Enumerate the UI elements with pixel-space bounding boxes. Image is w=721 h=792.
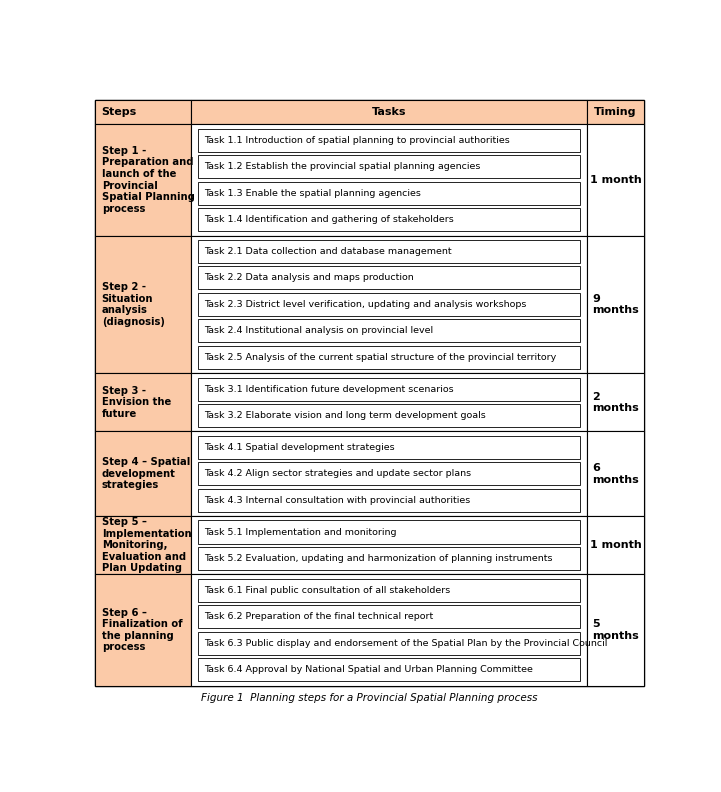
Bar [94, 373, 191, 432]
Bar [198, 579, 580, 602]
Bar [94, 100, 191, 124]
Bar [94, 574, 191, 686]
Bar [198, 155, 580, 178]
Text: Task 4.2 Align sector strategies and update sector plans: Task 4.2 Align sector strategies and upd… [204, 470, 472, 478]
Text: Timing: Timing [594, 107, 637, 117]
Text: Task 3.2 Elaborate vision and long term development goals: Task 3.2 Elaborate vision and long term … [204, 411, 486, 420]
Bar [94, 432, 191, 516]
Bar [191, 373, 587, 432]
Bar [191, 432, 587, 516]
Text: Task 6.2 Preparation of the final technical report: Task 6.2 Preparation of the final techni… [204, 612, 433, 621]
Text: 9
months: 9 months [592, 294, 639, 315]
Text: Task 6.4 Approval by National Spatial and Urban Planning Committee: Task 6.4 Approval by National Spatial an… [204, 665, 533, 674]
Text: Task 2.5 Analysis of the current spatial structure of the provincial territory: Task 2.5 Analysis of the current spatial… [204, 353, 557, 362]
Text: Step 3 -
Envision the
future: Step 3 - Envision the future [102, 386, 171, 419]
Bar [198, 208, 580, 231]
Bar [198, 181, 580, 204]
Text: Step 6 –
Finalization of
the planning
process: Step 6 – Finalization of the planning pr… [102, 607, 182, 653]
Text: Figure 1  Planning steps for a Provincial Spatial Planning process: Figure 1 Planning steps for a Provincial… [201, 693, 538, 703]
Bar [198, 319, 580, 342]
Text: Step 5 –
Implementation
Monitoring,
Evaluation and
Plan Updating: Step 5 – Implementation Monitoring, Eval… [102, 517, 191, 573]
Bar [587, 373, 645, 432]
Bar [198, 266, 580, 289]
Text: Task 1.2 Establish the provincial spatial planning agencies: Task 1.2 Establish the provincial spatia… [204, 162, 480, 171]
Text: Task 4.3 Internal consultation with provincial authorities: Task 4.3 Internal consultation with prov… [204, 496, 470, 505]
Bar [198, 489, 580, 512]
Text: Task 1.1 Introduction of spatial planning to provincial authorities: Task 1.1 Introduction of spatial plannin… [204, 135, 510, 145]
Text: Task 2.1 Data collection and database management: Task 2.1 Data collection and database ma… [204, 247, 452, 256]
Text: Task 2.2 Data analysis and maps production: Task 2.2 Data analysis and maps producti… [204, 273, 414, 283]
Bar [198, 632, 580, 655]
Bar [191, 516, 587, 574]
Text: Task 2.4 Institutional analysis on provincial level: Task 2.4 Institutional analysis on provi… [204, 326, 433, 335]
Text: Steps: Steps [102, 107, 137, 117]
Bar [587, 432, 645, 516]
Text: Step 1 -
Preparation and
launch of the
Provincial
Spatial Planning
process: Step 1 - Preparation and launch of the P… [102, 146, 195, 214]
Bar [198, 378, 580, 401]
Bar [198, 240, 580, 263]
Text: Task 1.4 Identification and gathering of stakeholders: Task 1.4 Identification and gathering of… [204, 215, 454, 224]
Bar [587, 516, 645, 574]
Text: Task 4.1 Spatial development strategies: Task 4.1 Spatial development strategies [204, 443, 394, 451]
Bar [198, 404, 580, 427]
Bar [587, 574, 645, 686]
Bar [94, 516, 191, 574]
Bar [198, 605, 580, 628]
Bar [191, 574, 587, 686]
Text: Task 1.3 Enable the spatial planning agencies: Task 1.3 Enable the spatial planning age… [204, 188, 421, 198]
Text: 5
months: 5 months [592, 619, 639, 641]
Text: 1 month: 1 month [590, 175, 641, 185]
Bar [198, 346, 580, 369]
Bar [587, 124, 645, 235]
Bar [198, 293, 580, 316]
Bar [587, 100, 645, 124]
Bar [191, 124, 587, 235]
Bar [191, 100, 587, 124]
Bar [198, 547, 580, 570]
Text: 6
months: 6 months [592, 463, 639, 485]
Bar [198, 658, 580, 681]
Text: Tasks: Tasks [371, 107, 406, 117]
Text: 1 month: 1 month [590, 540, 641, 550]
Bar [94, 235, 191, 373]
Text: Task 6.3 Public display and endorsement of the Spatial Plan by the Provincial Co: Task 6.3 Public display and endorsement … [204, 639, 608, 648]
Text: Task 5.2 Evaluation, updating and harmonization of planning instruments: Task 5.2 Evaluation, updating and harmon… [204, 554, 552, 563]
Bar [587, 235, 645, 373]
Bar [198, 128, 580, 152]
Bar [94, 124, 191, 235]
Text: Step 4 – Spatial
development
strategies: Step 4 – Spatial development strategies [102, 457, 190, 490]
Text: Step 2 -
Situation
analysis
(diagnosis): Step 2 - Situation analysis (diagnosis) [102, 282, 164, 327]
Bar [198, 463, 580, 485]
Text: Task 5.1 Implementation and monitoring: Task 5.1 Implementation and monitoring [204, 527, 397, 536]
Text: Task 3.1 Identification future development scenarios: Task 3.1 Identification future developme… [204, 385, 454, 394]
Bar [198, 520, 580, 543]
Text: 2
months: 2 months [592, 391, 639, 413]
Text: Task 2.3 District level verification, updating and analysis workshops: Task 2.3 District level verification, up… [204, 300, 526, 309]
Bar [198, 436, 580, 459]
Bar [191, 235, 587, 373]
Text: Task 6.1 Final public consultation of all stakeholders: Task 6.1 Final public consultation of al… [204, 586, 451, 595]
